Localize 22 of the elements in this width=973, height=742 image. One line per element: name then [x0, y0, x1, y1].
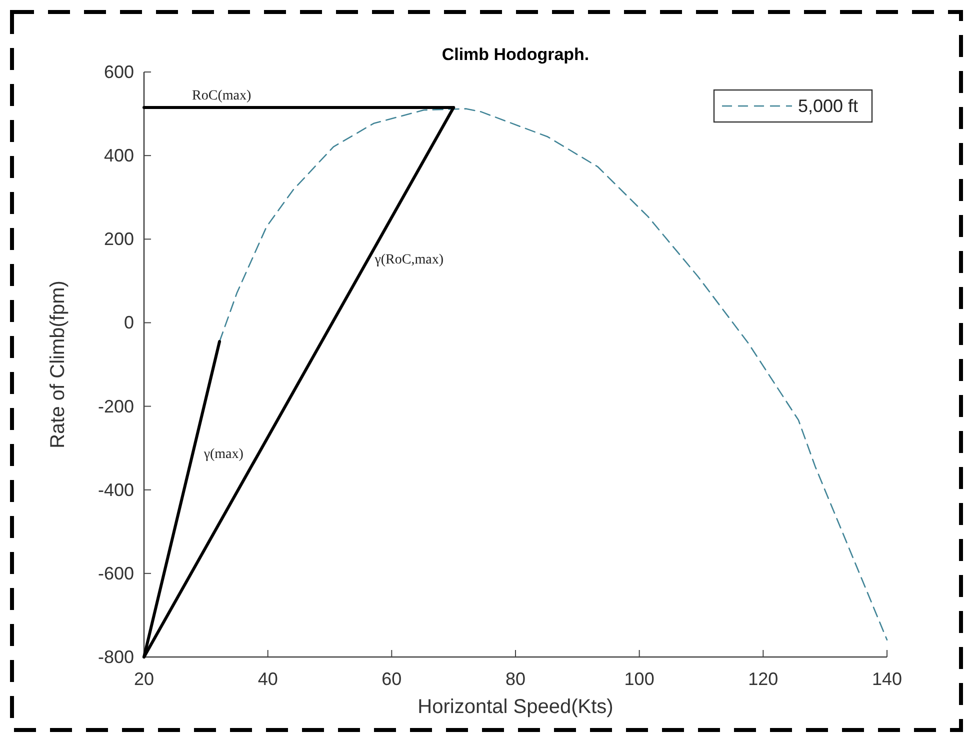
y-tick-label: -800 — [98, 647, 134, 667]
x-tick-label: 140 — [872, 669, 902, 689]
x-tick-label: 120 — [748, 669, 778, 689]
y-tick-label: -200 — [98, 396, 134, 416]
y-tick-label: 200 — [104, 229, 134, 250]
y-tick-label: 600 — [104, 62, 134, 82]
x-tick-label: 40 — [258, 669, 278, 689]
y-axis-title: Rate of Climb(fpm) — [47, 280, 69, 448]
y-tick-label: -600 — [98, 563, 134, 584]
x-tick-label: 80 — [505, 669, 526, 689]
x-tick-label: 60 — [382, 669, 402, 689]
x-axis-title: Horizontal Speed(Kts) — [418, 696, 614, 718]
y-tick-label: 400 — [104, 146, 134, 166]
annotation: γ(max) — [202, 447, 244, 462]
annotation: RoC(max) — [192, 88, 252, 104]
legend-label: 5,000 ft — [798, 96, 858, 116]
annotation: γ(RoC,max) — [374, 252, 444, 268]
x-tick-label: 100 — [624, 669, 654, 689]
y-tick-label: -400 — [98, 480, 134, 500]
chart-title: Climb Hodograph. — [442, 45, 590, 64]
y-tick-label: 0 — [124, 312, 134, 333]
x-tick-label: 20 — [134, 669, 154, 689]
